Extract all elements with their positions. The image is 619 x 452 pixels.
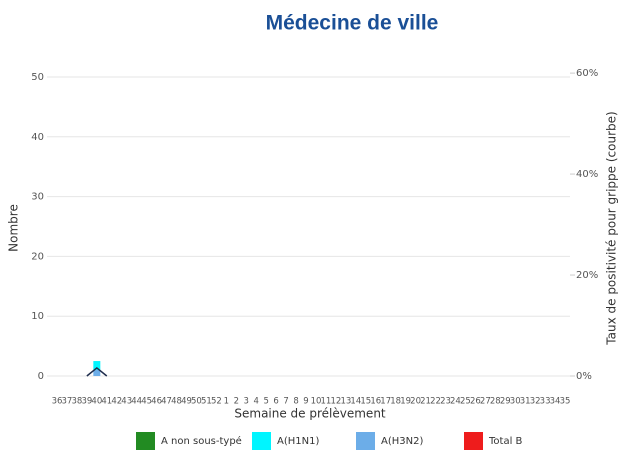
x-tick-label: 19	[400, 397, 411, 407]
x-tick-label: 42	[111, 397, 122, 407]
x-tick-label: 37	[62, 397, 73, 407]
x-tick-label: 36	[52, 397, 63, 407]
x-tick-label: 25	[460, 397, 471, 407]
x-tick-label: 11	[321, 397, 332, 407]
legend-label: Total B	[488, 436, 523, 447]
x-tick-label: 43	[121, 397, 132, 407]
x-tick-label: 24	[450, 397, 461, 407]
bar-segment	[93, 370, 101, 376]
x-tick-label: 28	[490, 397, 501, 407]
y2-tick-label: 20%	[576, 270, 598, 281]
x-tick-label: 13	[340, 397, 351, 407]
x-tick-label: 34	[550, 397, 561, 407]
x-tick-label: 29	[500, 397, 511, 407]
x-tick-label: 21	[420, 397, 431, 407]
x-tick-label: 23	[440, 397, 451, 407]
x-tick-label: 20	[410, 397, 421, 407]
x-tick-label: 41	[101, 397, 112, 407]
y-tick-label: 50	[31, 72, 44, 83]
y-tick-label: 40	[31, 132, 44, 143]
x-tick-label: 3	[244, 397, 249, 407]
x-tick-label: 44	[131, 397, 142, 407]
y2-tick-label: 40%	[576, 169, 598, 180]
x-tick-label: 26	[470, 397, 481, 407]
x-tick-label: 39	[81, 397, 92, 407]
x-tick-label: 45	[141, 397, 152, 407]
x-tick-label: 10	[311, 397, 322, 407]
x-tick-label: 27	[480, 397, 491, 407]
y-tick-label: 10	[31, 311, 44, 322]
y-tick-label: 30	[31, 192, 44, 203]
x-tick-label: 50	[191, 397, 202, 407]
x-tick-label: 4	[254, 397, 259, 407]
x-tick-label: 47	[161, 397, 172, 407]
y-axis-label: Nombre	[7, 204, 21, 252]
x-tick-label: 33	[540, 397, 551, 407]
x-tick-label: 51	[201, 397, 212, 407]
x-tick-label: 35	[560, 397, 571, 407]
x-tick-label: 17	[380, 397, 391, 407]
x-tick-label: 15	[360, 397, 371, 407]
x-tick-label: 46	[151, 397, 162, 407]
x-tick-label: 8	[293, 397, 298, 407]
legend-label: A(H1N1)	[277, 436, 319, 447]
legend-swatch	[252, 432, 271, 450]
x-tick-label: 14	[350, 397, 361, 407]
x-tick-label: 22	[430, 397, 441, 407]
x-tick-label: 9	[303, 397, 308, 407]
x-tick-label: 40	[91, 397, 102, 407]
x-tick-label: 16	[370, 397, 381, 407]
y2-axis-label: Taux de positivité pour grippe (courbe)	[605, 111, 619, 345]
x-tick-label: 6	[273, 397, 278, 407]
positivity-line	[86, 366, 108, 377]
y2-tick-label: 60%	[576, 68, 598, 79]
chart-title: Médecine de ville	[266, 12, 439, 35]
x-tick-label: 30	[510, 397, 521, 407]
x-tick-label: 5	[263, 397, 268, 407]
bar-segment	[93, 361, 101, 371]
x-tick-label: 12	[330, 397, 341, 407]
x-tick-label: 49	[181, 397, 192, 407]
x-tick-label: 38	[71, 397, 82, 407]
y-tick-label: 20	[31, 251, 44, 262]
y2-tick-label: 0%	[576, 371, 592, 382]
x-tick-label: 31	[520, 397, 531, 407]
x-tick-label: 1	[224, 397, 229, 407]
legend-swatch	[464, 432, 483, 450]
x-tick-label: 18	[390, 397, 401, 407]
legend-swatch	[356, 432, 375, 450]
legend-label: A non sous-typé	[161, 435, 242, 447]
x-tick-label: 52	[211, 397, 222, 407]
y-tick-label: 0	[38, 371, 44, 382]
legend-label: A(H3N2)	[381, 436, 423, 447]
x-axis-label: Semaine de prélèvement	[234, 407, 386, 421]
legend-swatch	[136, 432, 155, 450]
x-tick-label: 7	[283, 397, 288, 407]
x-tick-label: 32	[530, 397, 541, 407]
x-tick-label: 48	[171, 397, 182, 407]
x-tick-label: 2	[234, 397, 239, 407]
